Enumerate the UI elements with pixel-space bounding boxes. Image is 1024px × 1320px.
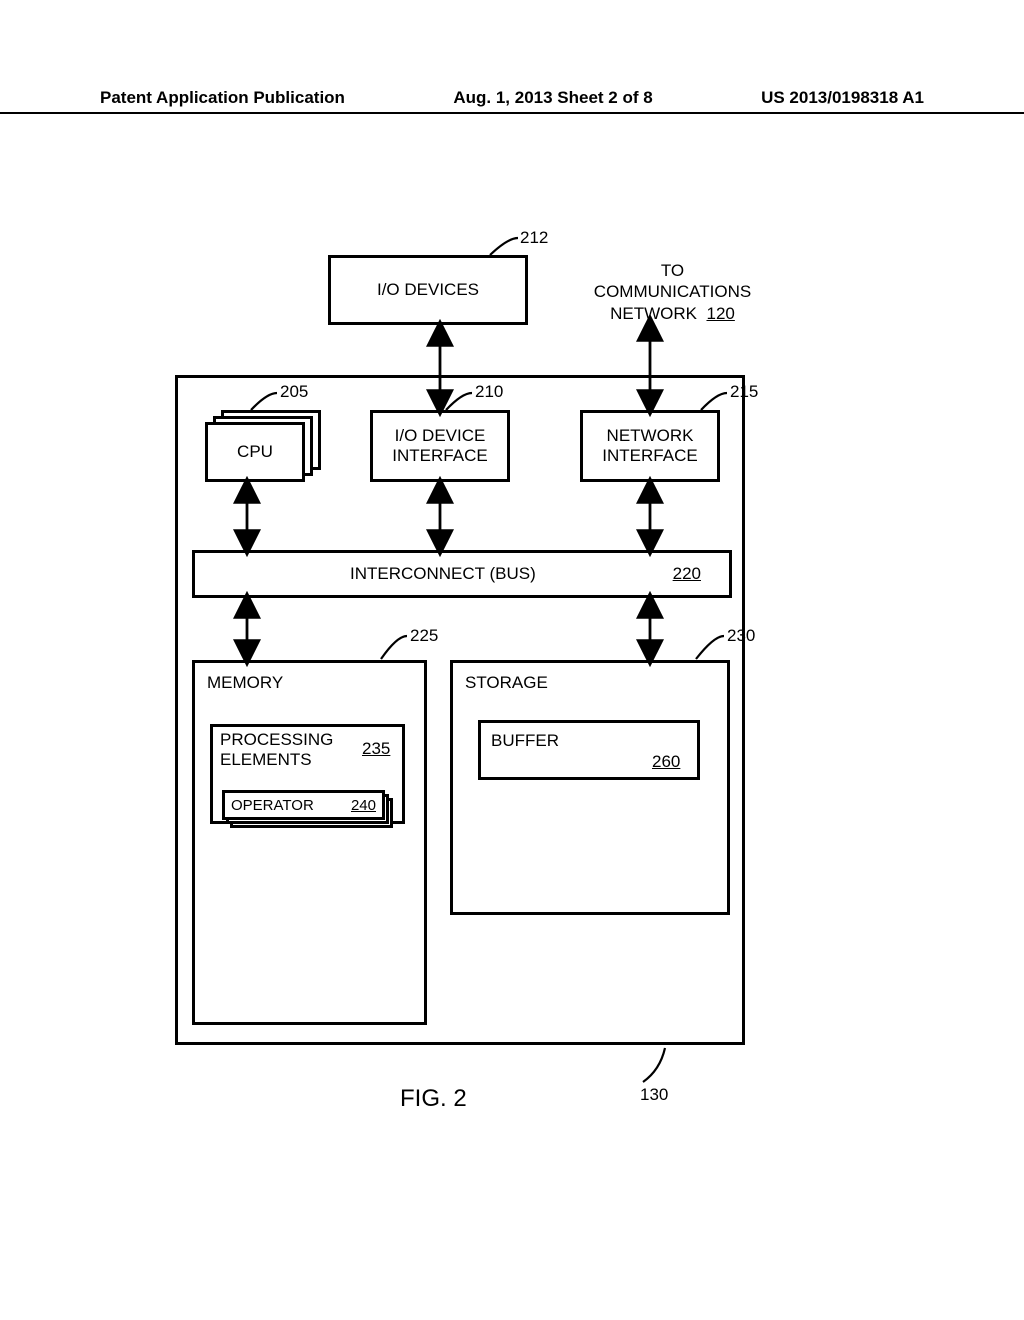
arrows — [0, 0, 1024, 1320]
ref-130: 130 — [640, 1085, 668, 1105]
figure-label: FIG. 2 — [400, 1085, 467, 1113]
page: Patent Application Publication Aug. 1, 2… — [0, 0, 1024, 1320]
